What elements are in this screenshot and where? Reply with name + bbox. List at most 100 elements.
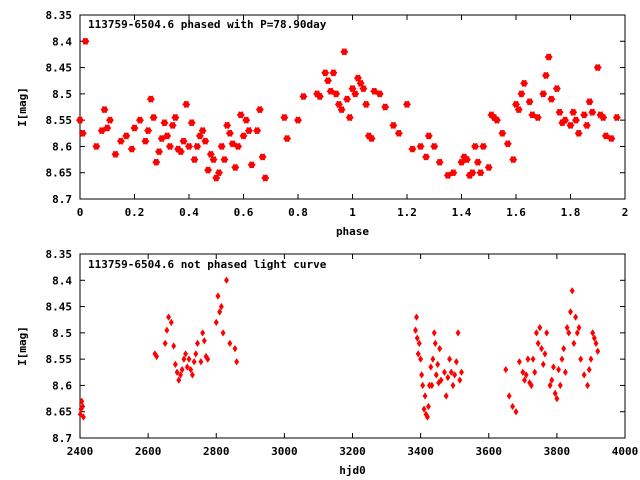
data-point	[231, 163, 240, 171]
x-tick-label: 1.2	[397, 206, 417, 219]
data-point	[188, 366, 194, 374]
data-point	[343, 95, 352, 103]
data-point	[212, 174, 221, 182]
data-point	[585, 381, 590, 390]
data-point	[232, 344, 238, 353]
x-tick-label: 2600	[135, 445, 162, 458]
data-point	[157, 135, 166, 143]
data-point	[228, 140, 237, 148]
data-point	[184, 142, 194, 150]
data-point	[181, 355, 187, 363]
data-point	[348, 85, 357, 93]
data-point	[280, 114, 289, 121]
data-point	[408, 145, 417, 153]
data-point	[340, 48, 349, 56]
data-point	[367, 135, 376, 143]
y-tick-label: 8.45	[46, 62, 73, 75]
data-point	[253, 127, 262, 135]
data-point	[593, 64, 602, 72]
y-tick-label: 8.7	[52, 193, 72, 206]
data-point	[539, 90, 548, 98]
data-point	[171, 342, 177, 350]
y-axis-title: I[mag]	[16, 87, 29, 127]
data-point	[552, 389, 558, 397]
data-point	[236, 111, 245, 119]
data-point	[585, 98, 594, 106]
data-point	[601, 132, 610, 140]
data-point	[511, 100, 521, 108]
data-point	[443, 171, 452, 179]
data-point	[445, 373, 451, 382]
x-tick-label: 3000	[271, 445, 298, 458]
data-point	[551, 363, 556, 371]
data-point	[329, 69, 338, 77]
data-point	[79, 397, 85, 405]
data-point	[513, 408, 519, 416]
data-point	[200, 329, 206, 337]
data-point	[607, 135, 616, 143]
data-point	[416, 339, 422, 348]
y-tick-label: 8.5	[52, 88, 72, 101]
data-point	[588, 355, 594, 363]
y-tick-label: 8.6	[52, 379, 72, 392]
data-point	[578, 355, 584, 363]
data-point	[525, 98, 534, 106]
data-point	[544, 53, 553, 61]
data-point	[433, 371, 439, 379]
data-point	[155, 148, 164, 156]
data-point	[144, 127, 153, 135]
data-point	[225, 129, 234, 137]
y-tick-label: 8.45	[46, 301, 73, 314]
data-point	[566, 121, 575, 129]
data-point	[566, 329, 572, 337]
data-point	[215, 292, 221, 300]
data-point	[520, 79, 529, 87]
data-point	[509, 156, 518, 164]
data-point	[332, 90, 341, 98]
x-tick-label: 3800	[544, 445, 571, 458]
data-point	[381, 103, 390, 111]
data-point	[516, 358, 522, 366]
data-point	[532, 368, 538, 376]
x-tick-label: 3600	[476, 445, 503, 458]
data-point	[209, 156, 218, 164]
data-point	[414, 334, 420, 342]
data-point	[503, 140, 512, 148]
data-point	[321, 69, 330, 77]
data-point	[556, 366, 562, 374]
data-point	[564, 323, 570, 332]
data-point	[569, 108, 578, 116]
y-axis-title: I[mag]	[16, 326, 29, 366]
data-point	[542, 350, 548, 358]
x-tick-label: 2800	[203, 445, 230, 458]
data-point	[283, 135, 292, 143]
data-point	[479, 142, 488, 150]
data-point	[414, 313, 420, 321]
data-point	[299, 93, 308, 100]
x-tick-label: 2	[622, 206, 629, 219]
x-tick-label: 0	[77, 206, 84, 219]
data-point	[588, 108, 597, 116]
data-point	[204, 166, 213, 174]
data-point	[234, 142, 243, 150]
data-point	[92, 142, 101, 150]
data-point	[523, 371, 529, 379]
plot-title: 113759-6504.6 not phased light curve	[88, 258, 327, 271]
data-point	[359, 85, 368, 93]
data-point	[581, 371, 587, 379]
x-tick-label: 1.4	[452, 206, 472, 219]
data-point	[431, 329, 437, 337]
data-point	[547, 381, 553, 390]
data-point	[160, 119, 169, 127]
data-point	[152, 158, 161, 166]
data-point	[438, 376, 444, 384]
data-point	[164, 326, 170, 334]
data-point	[432, 339, 438, 348]
data-point	[510, 402, 516, 411]
data-point	[580, 111, 589, 119]
x-tick-label: 4000	[612, 445, 639, 458]
data-point	[415, 350, 421, 358]
y-tick-label: 8.35	[46, 9, 73, 22]
